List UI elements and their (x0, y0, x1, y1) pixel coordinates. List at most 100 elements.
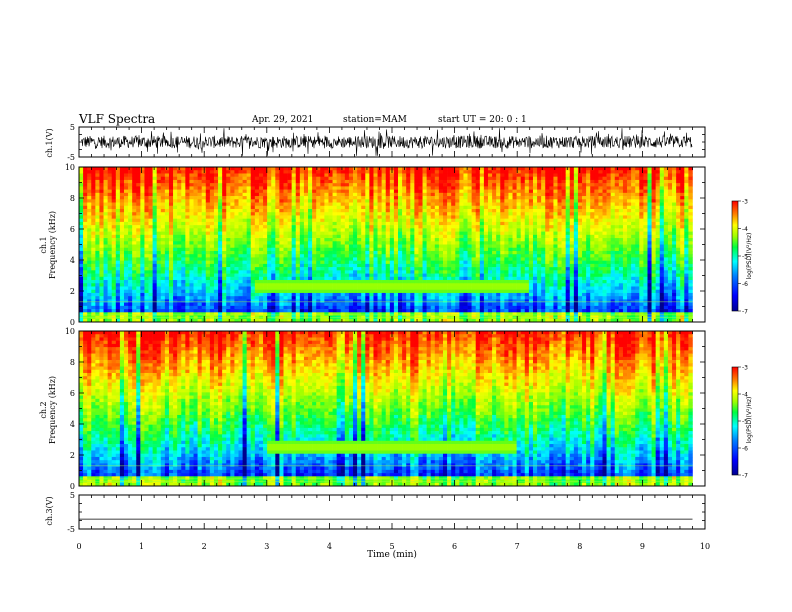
ch1-spectrogram-cell (209, 260, 215, 265)
ch1-spectrogram-cell (348, 289, 354, 294)
ch1-spectrogram-cell (258, 231, 264, 236)
ch1-spectrogram-cell (83, 299, 88, 303)
ch1-spectrogram-cell (406, 296, 411, 300)
ch1-spectrogram-cell (377, 260, 382, 265)
ch1-spectrogram-cell (173, 302, 178, 307)
ch1-spectrogram-cell (103, 257, 108, 261)
ch1-spectrogram-cell (156, 212, 162, 216)
ch1-spectrogram-cell (181, 289, 186, 294)
ch1-spectrogram-cell (308, 286, 313, 291)
ch1-spectrogram-cell (103, 296, 108, 300)
ch1-spectrogram-cell (107, 192, 113, 197)
ch1-spectrogram-cell (83, 318, 88, 323)
ch1-spectrogram-cell (348, 192, 354, 197)
ch1-spectrogram-cell (463, 192, 468, 197)
ch1-spectrogram-cell (267, 170, 272, 174)
ch1-spectrogram-cell (332, 176, 337, 181)
ch1-spectrogram-cell (156, 183, 162, 187)
ch1-spectrogram-cell (164, 283, 170, 287)
ch1-spectrogram-cell (340, 231, 346, 236)
ch1-spectrogram-cell (107, 170, 113, 174)
ch1-spectrogram-cell (218, 263, 223, 268)
ch1-spectrogram-cell (242, 215, 247, 219)
ch1-spectrogram-cell (209, 228, 215, 232)
ch1-spectrogram-cell (434, 289, 440, 294)
ch1-spectrogram-cell (373, 299, 378, 303)
ch1-spectrogram-cell (144, 186, 149, 190)
ch1-spectrogram-cell (308, 208, 313, 213)
ch1-spectrogram-cell (398, 276, 403, 281)
ch1-spectrogram-cell (344, 221, 350, 226)
ch1-spectrogram-cell (177, 257, 182, 261)
ch1-spectrogram-cell (164, 241, 170, 245)
ch1-spectrogram-cell (111, 318, 117, 323)
ch1-spectrogram-cell (447, 244, 452, 249)
ch1-spectrogram-cell (254, 192, 260, 197)
ch1-spectrogram-cell (295, 296, 301, 300)
ch1-spectrogram-cell (205, 270, 211, 274)
ch1-spectrogram-cell (213, 289, 219, 294)
ch1-spectrogram-cell (369, 292, 374, 297)
ch1-spectrogram-cell (205, 231, 211, 236)
ch1-spectrogram-cell (287, 221, 292, 226)
ch1-spectrogram-cell (381, 228, 387, 232)
ch1-spectrogram-cell (234, 299, 239, 303)
ch1-spectrogram-cell (279, 228, 284, 232)
ch1-spectrogram-cell (447, 270, 452, 274)
ch1-spectrogram-cell (279, 192, 284, 197)
ch1-spectrogram-cell (389, 189, 395, 194)
ch1-spectrogram-cell (291, 241, 297, 245)
ch1-spectrogram-cell (242, 234, 247, 239)
ch1-spectrogram-cell (275, 173, 280, 177)
ch1-spectrogram-cell (487, 257, 493, 261)
ch1-spectrogram-cell (467, 205, 472, 210)
ch1-spectrogram-cell (443, 296, 448, 300)
ch1-spectrogram-cell (254, 231, 260, 236)
ch1-spectrogram-cell (205, 299, 211, 303)
ch1-spectrogram-cell (312, 225, 317, 229)
ch1-spectrogram-cell (385, 309, 391, 313)
ch1-spectrogram-cell (205, 212, 211, 216)
ch1-spectrogram-cell (230, 276, 235, 281)
ch1-spectrogram-cell (99, 318, 104, 323)
ch1-spectrogram-cell (328, 199, 333, 203)
ch1-spectrogram-cell (213, 263, 219, 268)
ch1-spectrogram-cell (185, 170, 190, 174)
ch1-spectrogram-cell (414, 221, 419, 226)
ch1-spectrogram-cell (254, 283, 260, 287)
ch1-spectrogram-cell (471, 167, 477, 171)
ch1-spectrogram-cell (140, 286, 145, 291)
ch1-spectrogram-cell (328, 192, 333, 197)
ch1-spectrogram-cell (414, 318, 419, 323)
ch1-spectrogram-cell (136, 244, 141, 249)
ch1-spectrogram-cell (430, 302, 436, 307)
ch1-spectrogram-cell (393, 199, 399, 203)
ch1-spectrogram-cell (258, 228, 264, 232)
ch1-spectrogram-cell (353, 234, 358, 239)
ch1-spectrogram-cell (324, 296, 329, 300)
ch1-spectrogram-cell (459, 305, 464, 310)
ch1-spectrogram-cell (148, 276, 153, 281)
ch1-spectrogram-cell (222, 202, 227, 207)
ch1-spectrogram-cell (389, 296, 395, 300)
ch1-spectrogram-cell (299, 280, 305, 284)
ch1-spectrogram-cell (181, 228, 186, 232)
ch1-spectrogram-cell (320, 183, 325, 187)
ch1-spectrogram-cell (348, 231, 354, 236)
ch1-spectrogram-cell (271, 205, 276, 210)
ch1-spectrogram-cell (209, 234, 215, 239)
ch1-spectrogram-cell (185, 305, 190, 310)
ch1-spectrogram-cell (377, 199, 382, 203)
ch1-spectrogram-cell (447, 192, 452, 197)
ch1-spectrogram-cell (189, 260, 194, 265)
ch1-spectrogram-cell (438, 167, 444, 171)
ch1-spectrogram-cell (152, 263, 158, 268)
ch1-spectrogram-cell (263, 179, 268, 184)
ch1-spectrogram-cell (348, 196, 354, 200)
ch1-spectrogram-cell (136, 280, 141, 284)
ch1-spectrogram-cell (471, 225, 477, 229)
ch1-spectrogram-cell (254, 173, 260, 177)
ch1-spectrogram-cell (164, 257, 170, 261)
ch1-spectrogram-cell (95, 221, 100, 226)
ch1-spectrogram-cell (99, 221, 104, 226)
